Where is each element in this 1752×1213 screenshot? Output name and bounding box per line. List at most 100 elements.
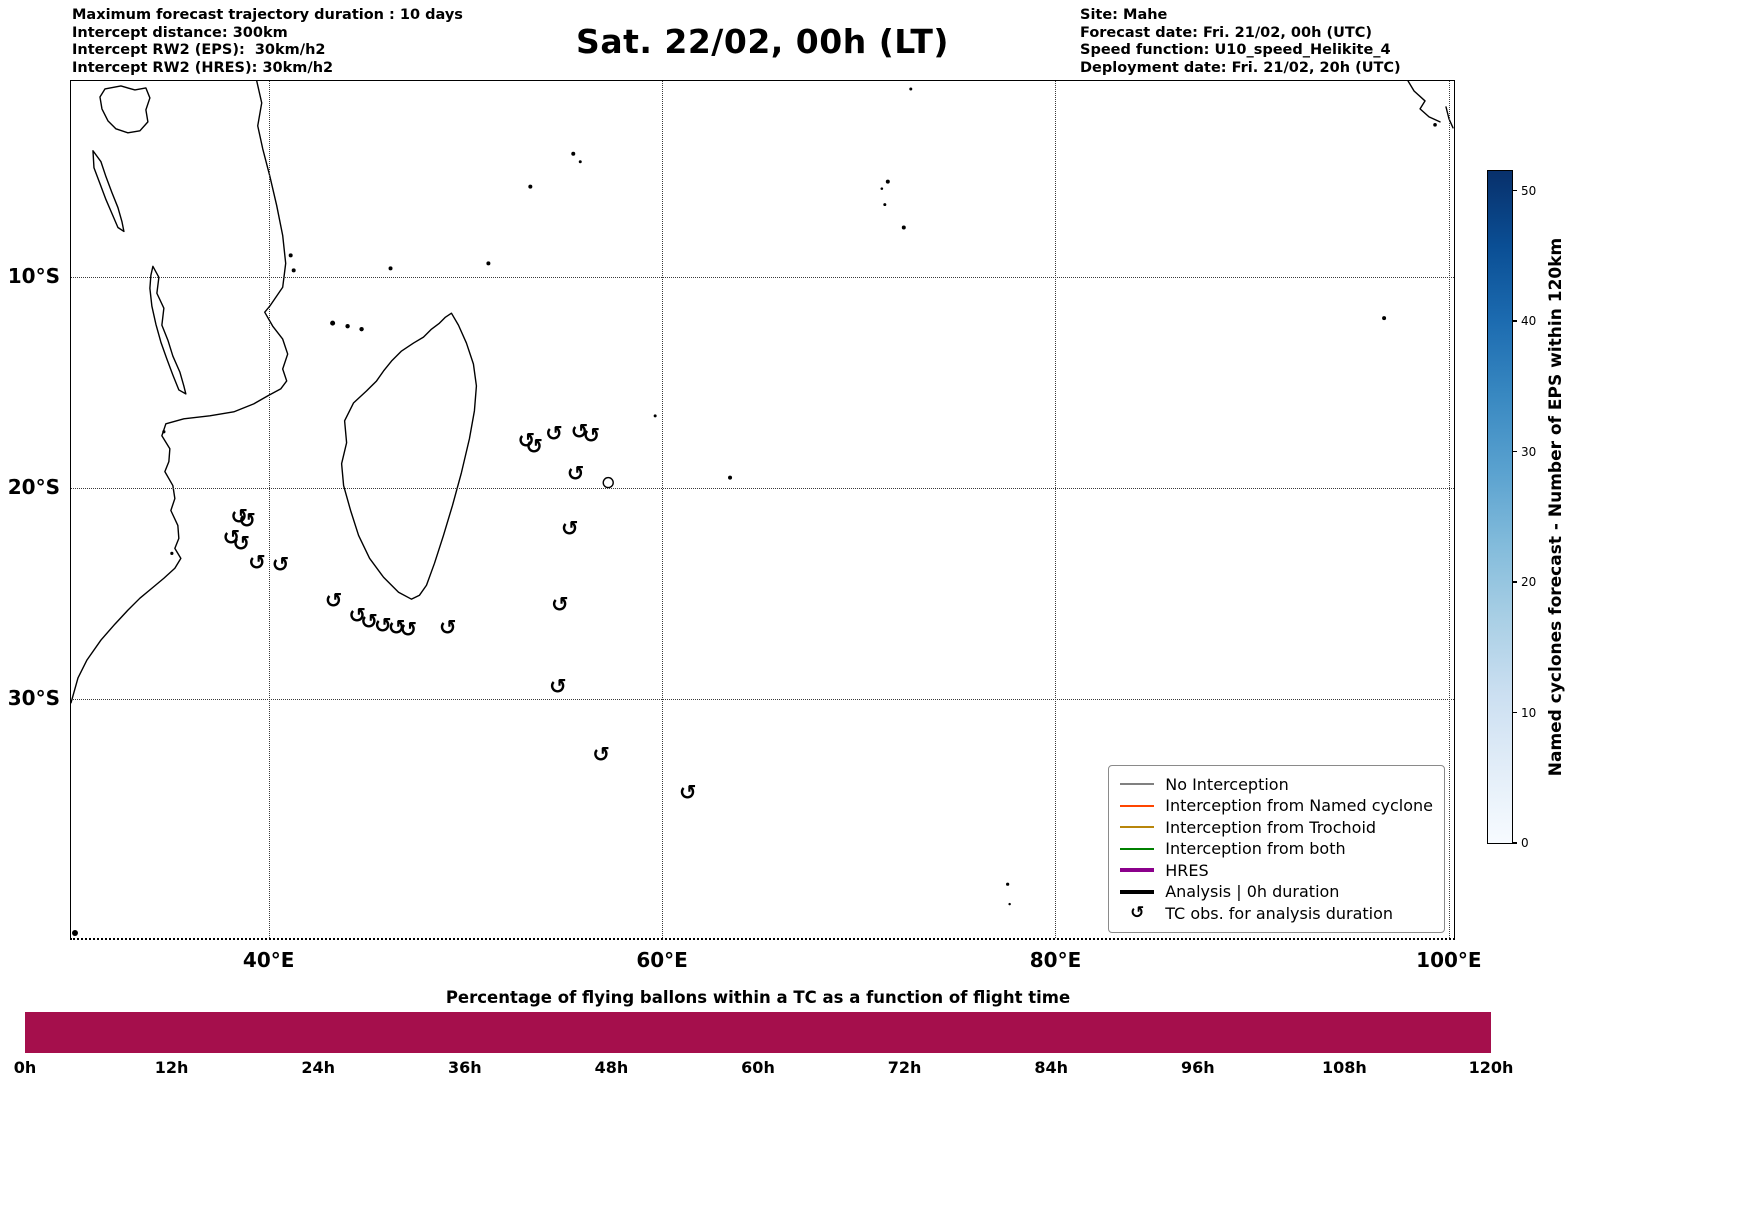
legend-label: Analysis | 0h duration xyxy=(1165,882,1340,902)
lake-tanganyika xyxy=(92,150,125,233)
tc-obs-marker: ↺ xyxy=(550,592,569,617)
bottom-tick-label: 24h xyxy=(301,1058,336,1077)
colorbar-label: Named cyclones forecast - Number of EPS … xyxy=(1546,237,1566,777)
colorbar-tick: 40 xyxy=(1512,314,1536,328)
small-islands xyxy=(71,87,1437,937)
percentage-bar xyxy=(25,1012,1491,1053)
tc-obs-marker: ↺ xyxy=(525,434,544,459)
legend-item: Interception from Trochoid xyxy=(1120,817,1433,839)
legend-label: Interception from Trochoid xyxy=(1165,817,1377,837)
tc-obs-marker: ↺ xyxy=(566,461,585,486)
legend-label: No Interception xyxy=(1165,774,1289,794)
tc-obs-marker: ↺ xyxy=(592,742,610,767)
tick-value: 30 xyxy=(1521,444,1537,459)
tc-obs-marker: ↺ xyxy=(271,552,290,577)
legend-line-sample xyxy=(1120,826,1155,829)
legend-line-sample xyxy=(1120,868,1155,873)
tc-obs-marker: ↺ xyxy=(232,531,250,556)
tc-obs-marker: ↺ xyxy=(360,609,378,634)
tc-obs-marker: ↺ xyxy=(570,419,589,444)
legend-item: Interception from Named cyclone xyxy=(1120,795,1433,817)
bottom-tick-label: 120h xyxy=(1468,1058,1514,1077)
africa-coastline xyxy=(71,81,289,704)
figure-title: Sat. 22/02, 00h (LT) xyxy=(576,22,949,61)
legend-line-sample xyxy=(1120,804,1155,807)
legend-item: No Interception xyxy=(1120,774,1433,796)
bottom-tick-label: 72h xyxy=(887,1058,922,1077)
madagascar-outline xyxy=(340,312,478,600)
gridline-horizontal xyxy=(71,698,1454,700)
legend-rows: No Interception Interception from Named c… xyxy=(1120,774,1433,925)
tc-obs-marker: ↺ xyxy=(678,780,697,805)
bottom-tick-label: 60h xyxy=(741,1058,775,1077)
y-tick-label: 10°S xyxy=(7,264,60,289)
colorbar-tick: 50 xyxy=(1512,184,1536,198)
legend-line-sample xyxy=(1120,889,1155,894)
gridline-vertical xyxy=(268,81,270,938)
tick-value: 0 xyxy=(1521,836,1529,850)
x-tick-label: 80°E xyxy=(1029,948,1082,972)
bottom-tick-label: 84h xyxy=(1034,1058,1069,1077)
tc-obs-marker: ↺ xyxy=(230,503,248,528)
legend-item: ↺ TC obs. for analysis duration xyxy=(1120,903,1433,925)
tick-mark xyxy=(1512,320,1517,322)
colorbar-tick: 0 xyxy=(1512,836,1529,850)
config-line-duration: Maximum forecast trajectory duration : 1… xyxy=(72,7,463,23)
tc-obs-marker: ↺ xyxy=(324,588,343,613)
island-reunion xyxy=(602,476,614,489)
coastline-layer xyxy=(71,81,1454,937)
legend-label: Interception from both xyxy=(1165,839,1346,859)
tc-obs-marker: ↺ xyxy=(517,428,536,453)
tc-obs-marker: ↺ xyxy=(248,550,266,575)
config-line-rw2-hres: Intercept RW2 (HRES): 30km/h2 xyxy=(72,59,334,76)
sumatra-coastline xyxy=(1407,81,1441,123)
tc-obs-marker: ↺ xyxy=(222,525,241,550)
bottom-chart-title: Percentage of flying ballons within a TC… xyxy=(445,988,1071,1007)
bottom-tick-label: 48h xyxy=(594,1058,629,1077)
bottom-axis-ticks: 0h 12h 24h 36h 48h 60h 72h 84h 96h 108h 120h xyxy=(14,1058,1514,1082)
legend-item: HRES xyxy=(1120,860,1433,882)
tc-obs-marker: ↺ xyxy=(238,508,256,533)
run-config-block: Maximum forecast trajectory duration : 1… xyxy=(72,7,463,77)
legend-label: TC obs. for analysis duration xyxy=(1165,903,1394,923)
tick-mark xyxy=(1512,711,1517,714)
map-plot: No Interception Interception from Named c… xyxy=(8,80,1482,972)
info-line-speed-function: Speed function: U10_speed_Helikite_4 xyxy=(1080,42,1391,58)
x-tick-label: 40°E xyxy=(242,948,295,972)
gridline-horizontal xyxy=(71,277,1454,279)
coastlines xyxy=(71,81,1454,704)
bottom-tick-label: 0h xyxy=(13,1058,37,1077)
tick-value: 10 xyxy=(1521,705,1537,720)
bottom-tick-label: 96h xyxy=(1180,1058,1215,1077)
forecast-info-block: Site: Mahe Forecast date: Fri. 21/02, 00… xyxy=(1080,7,1401,77)
tc-obs-marker: ↺ xyxy=(373,613,392,638)
legend: No Interception Interception from Named c… xyxy=(1108,764,1445,933)
legend-item: Analysis | 0h duration xyxy=(1120,881,1433,903)
colorbar-tick: 10 xyxy=(1512,706,1536,720)
colorbar-tick: 20 xyxy=(1512,575,1536,589)
lake-victoria xyxy=(99,85,151,134)
y-tick-label: 20°S xyxy=(7,474,60,499)
tc-obs-marker: ↺ xyxy=(582,423,601,448)
tc-obs-marker: ↺ xyxy=(387,615,406,640)
lake-malawi xyxy=(149,265,187,395)
tc-obs-marker: ↺ xyxy=(438,615,457,640)
gridline-vertical xyxy=(1055,81,1057,938)
tc-obs-marker: ↺ xyxy=(399,617,418,642)
tc-obs-marker: ↺ xyxy=(549,674,567,699)
legend-line-sample xyxy=(1120,847,1155,850)
tick-value: 40 xyxy=(1521,314,1537,329)
y-tick-label: 30°S xyxy=(7,685,60,710)
tick-mark xyxy=(1512,189,1517,192)
bottom-tick-label: 12h xyxy=(154,1058,189,1077)
tick-value: 50 xyxy=(1521,183,1537,198)
gridline-vertical xyxy=(1448,81,1450,938)
info-line-forecast-date: Forecast date: Fri. 21/02, 00h (UTC) xyxy=(1080,24,1373,41)
bottom-tick-label: 108h xyxy=(1321,1058,1367,1077)
legend-line-sample xyxy=(1120,783,1155,786)
tick-value: 20 xyxy=(1521,575,1537,590)
tc-obs-marker: ↺ xyxy=(348,603,366,628)
tc-obs-marker: ↺ xyxy=(560,516,579,541)
gridline-vertical xyxy=(662,81,664,938)
